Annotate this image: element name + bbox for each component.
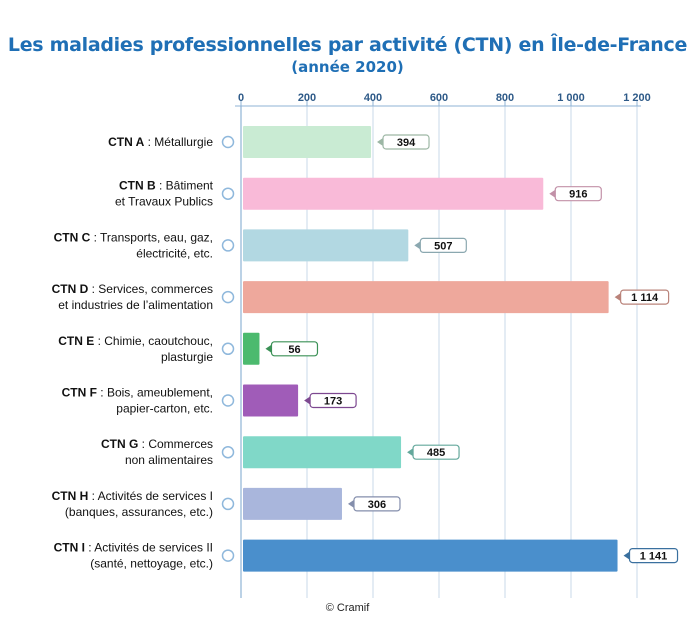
value-pointer [347,499,354,508]
chart-title: Les maladies professionnelles par activi… [7,34,688,56]
bar [243,177,544,210]
category-marker [221,497,235,511]
category-label: CTN A : Métallurgie [108,135,213,149]
value-pointer [614,293,621,302]
value-pointer [414,241,421,250]
bar [243,436,402,469]
category-marker [221,394,235,407]
bar [243,487,342,520]
value-label-box [554,186,602,202]
bar [243,281,609,314]
category-label: CTN G : Commerces non alimentaires [101,437,213,467]
value-label: 507 [434,240,452,252]
bar [243,539,618,572]
value-label-box [628,547,679,564]
category-marker [221,187,235,200]
value-pointer [265,344,272,353]
value-label: 916 [569,189,587,201]
value-label: 394 [397,137,416,149]
category-label: CTN F : Bois, ameublement, papier-carton,… [62,386,213,416]
x-tick-label: 200 [298,92,316,104]
category-marker [221,549,235,562]
x-tick-label: 400 [364,92,382,104]
value-label: 1 141 [640,551,668,563]
category-label: CTN H : Activités de services I (banques,… [52,489,213,519]
source-credit: © Cramif [325,602,370,614]
value-pointer [623,551,630,560]
value-label-box [309,392,357,409]
value-pointer [304,396,311,405]
bar [243,229,409,262]
category-label: CTN E : Chimie, caoutchouc, plasturgie [58,334,213,364]
category-marker [221,342,235,356]
value-label-box [353,496,401,512]
value-label-box [412,444,460,460]
category-marker [221,290,235,304]
value-pointer [377,138,384,146]
value-label-box [620,289,670,305]
category-label: CTN C : Transports, eau, gaz, électricité… [54,230,213,260]
value-pointer [549,189,556,198]
x-tick-label: 1 000 [557,92,585,104]
value-label: 485 [427,447,445,459]
chart-subtitle: (année 2020) [291,58,404,76]
value-label-box [270,341,319,357]
category-label: CTN I : Activités de services II (santé, … [54,541,213,571]
category-label: CTN D : Services, commerces et industries… [52,282,213,312]
x-tick-label: 800 [496,92,514,104]
category-label: CTN B : Bâtiment et Travaux Publics [115,179,214,209]
value-label-box [382,134,430,150]
value-label: 173 [324,396,342,408]
value-pointer [407,448,414,457]
category-marker [221,239,235,252]
value-label-box [419,237,467,253]
value-label: 1 114 [631,292,659,304]
value-label: 306 [368,499,386,511]
x-tick-label: 600 [430,92,448,104]
bar [243,332,260,365]
x-tick-label: 1 200 [623,92,651,104]
bar [243,384,299,417]
category-marker [221,135,235,149]
category-marker [221,445,235,459]
bar [243,126,372,158]
x-tick-label: 0 [238,92,244,104]
value-label: 56 [288,344,300,356]
